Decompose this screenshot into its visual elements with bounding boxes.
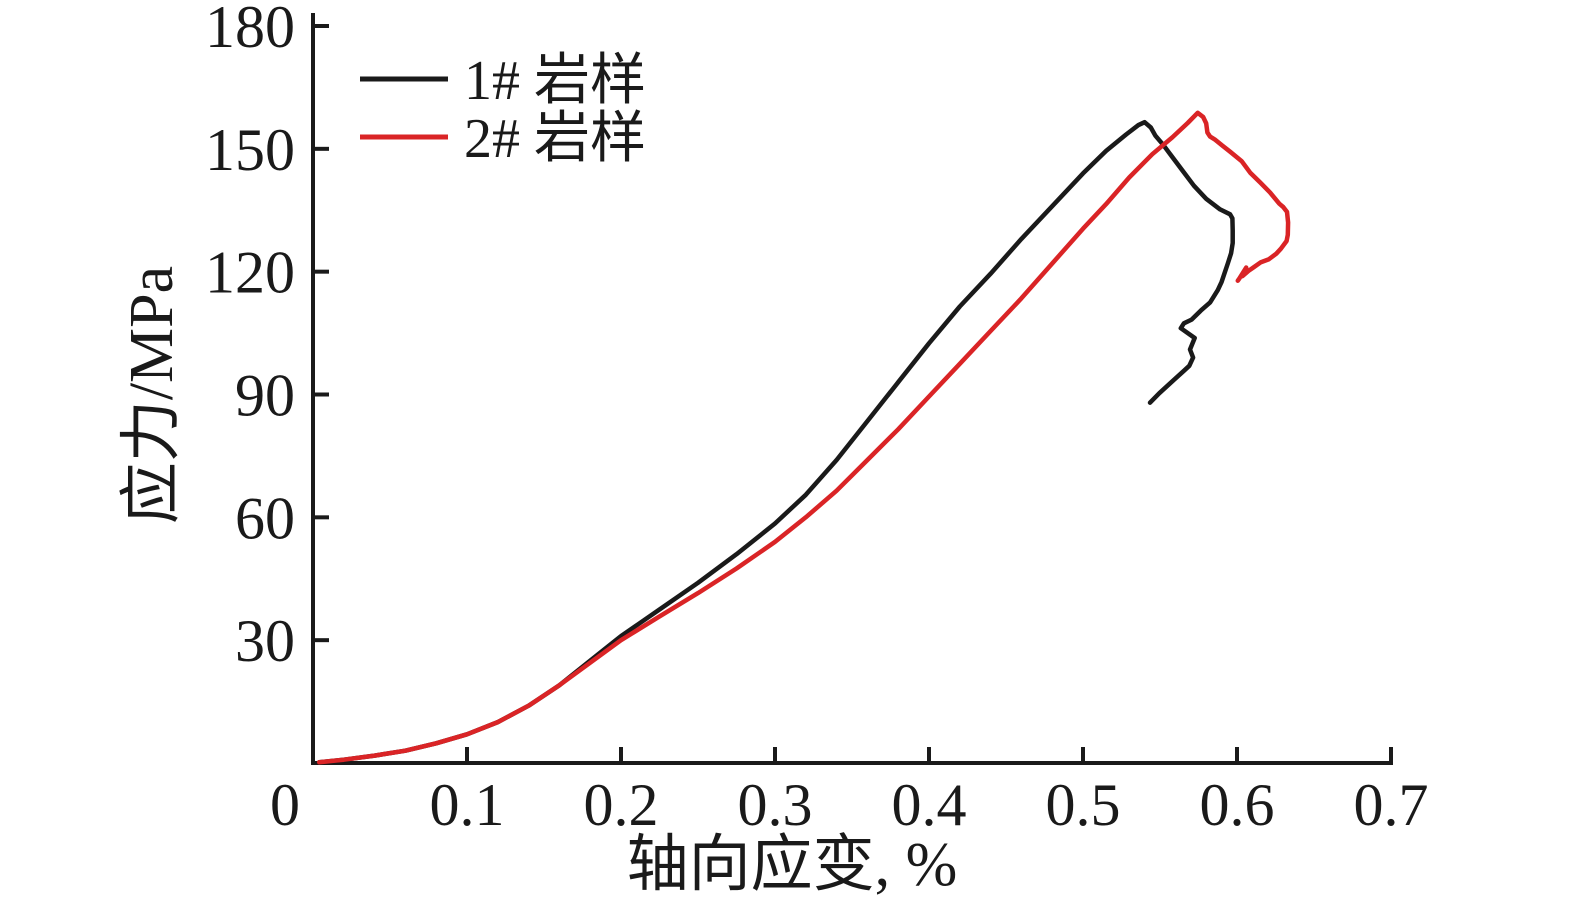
x-axis-title: 轴向应变, % — [627, 831, 958, 899]
y-tick-label: 150 — [205, 117, 295, 183]
series-line-1 — [316, 119, 1235, 765]
x-tick-label: 0.7 — [1354, 772, 1429, 838]
y-tick-label: 90 — [235, 363, 295, 429]
y-axis-title: 应力/MPa — [118, 266, 186, 524]
legend-label-2: 2# 岩样 — [464, 108, 646, 170]
x-tick-label: 0.1 — [430, 772, 505, 838]
y-tick-label: 180 — [205, 0, 295, 60]
x-tick-label: 0.2 — [584, 772, 659, 838]
y-tick-label: 120 — [205, 240, 295, 306]
x-tick-label: 0.4 — [892, 772, 967, 838]
series-line-2 — [316, 110, 1291, 765]
x-tick-label: 0.5 — [1046, 772, 1121, 838]
legend-label-1: 1# 岩样 — [464, 50, 646, 112]
axes-lines — [311, 13, 1393, 765]
x-tick-label: 0.3 — [738, 772, 813, 838]
y-tick-label: 30 — [235, 608, 295, 674]
y-tick-label: 60 — [235, 485, 295, 551]
x-tick-label: 0.6 — [1200, 772, 1275, 838]
x-tick-label: 0 — [270, 772, 300, 838]
